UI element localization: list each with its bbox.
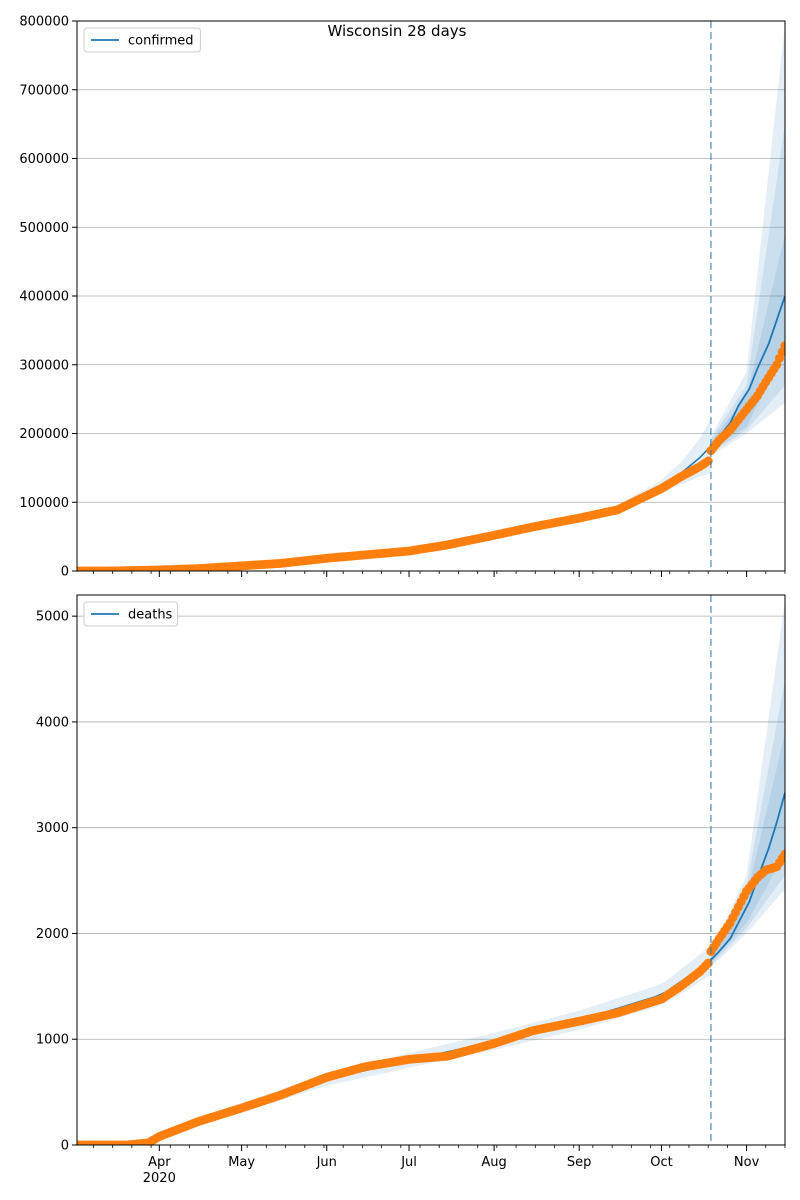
forecast-band-3 bbox=[710, 600, 785, 968]
y-tick-label: 200000 bbox=[19, 427, 69, 442]
x-tick-label: Nov bbox=[734, 1155, 760, 1170]
confirmed-chart-panel: 0 100000 200000 300000 400000 500000 600000 700… bbox=[19, 15, 786, 580]
observed-point bbox=[780, 849, 785, 859]
plot-area bbox=[77, 600, 785, 1145]
y-tick-label: 500000 bbox=[19, 221, 69, 236]
legend-label: confirmed bbox=[128, 34, 194, 49]
y-tick-label: 0 bbox=[61, 565, 69, 580]
legend: confirmed bbox=[83, 27, 201, 53]
y-tick-label: 600000 bbox=[19, 152, 69, 167]
legend-box bbox=[83, 601, 179, 627]
y-tick-label: 300000 bbox=[19, 358, 69, 373]
y-tick-label: 1000 bbox=[36, 1033, 69, 1048]
legend: deaths bbox=[83, 601, 179, 627]
y-tick-label: 3000 bbox=[36, 821, 69, 836]
y-tick-label: 700000 bbox=[19, 83, 69, 98]
x-tick-label: Oct bbox=[650, 1155, 672, 1170]
x-tick-label: May bbox=[228, 1155, 255, 1170]
figure-title: Wisconsin 28 days bbox=[328, 22, 467, 40]
x-tick-label: Apr bbox=[148, 1155, 171, 1170]
plot-area bbox=[77, 24, 785, 571]
grid-lines bbox=[77, 615, 785, 1040]
grid-lines bbox=[77, 20, 785, 503]
y-tick-label: 4000 bbox=[36, 715, 69, 730]
y-tick-label: 100000 bbox=[19, 496, 69, 511]
y-axis: 0 1000 2000 3000 4000 5000 bbox=[36, 610, 77, 1154]
forecast-line bbox=[710, 792, 785, 961]
x-tick-label: Jul bbox=[400, 1155, 417, 1170]
y-tick-label: 0 bbox=[61, 1139, 69, 1154]
axes-frame bbox=[76, 594, 786, 1146]
x-tick-label: Jun bbox=[316, 1155, 337, 1170]
forecast-band-2 bbox=[710, 679, 785, 966]
observed-point bbox=[780, 341, 785, 350]
forecast-band-2 bbox=[710, 124, 785, 453]
y-tick-label: 800000 bbox=[19, 15, 69, 30]
y-tick-label: 2000 bbox=[36, 927, 69, 942]
legend-label: deaths bbox=[128, 608, 173, 623]
observed-series bbox=[77, 849, 785, 1145]
x-tick-sublabel: 2020 bbox=[143, 1171, 176, 1186]
x-tick-label: Sep bbox=[567, 1155, 592, 1170]
y-tick-label: 5000 bbox=[36, 610, 69, 625]
forecast-band-1 bbox=[710, 732, 785, 964]
y-axis: 0 100000 200000 300000 400000 500000 600000 700… bbox=[19, 15, 77, 580]
observed-point bbox=[777, 347, 785, 357]
observed-series bbox=[77, 341, 785, 571]
x-axis bbox=[93, 571, 786, 577]
legend-box bbox=[83, 27, 201, 53]
y-tick-label: 400000 bbox=[19, 290, 69, 305]
x-tick-label: Aug bbox=[481, 1155, 506, 1170]
